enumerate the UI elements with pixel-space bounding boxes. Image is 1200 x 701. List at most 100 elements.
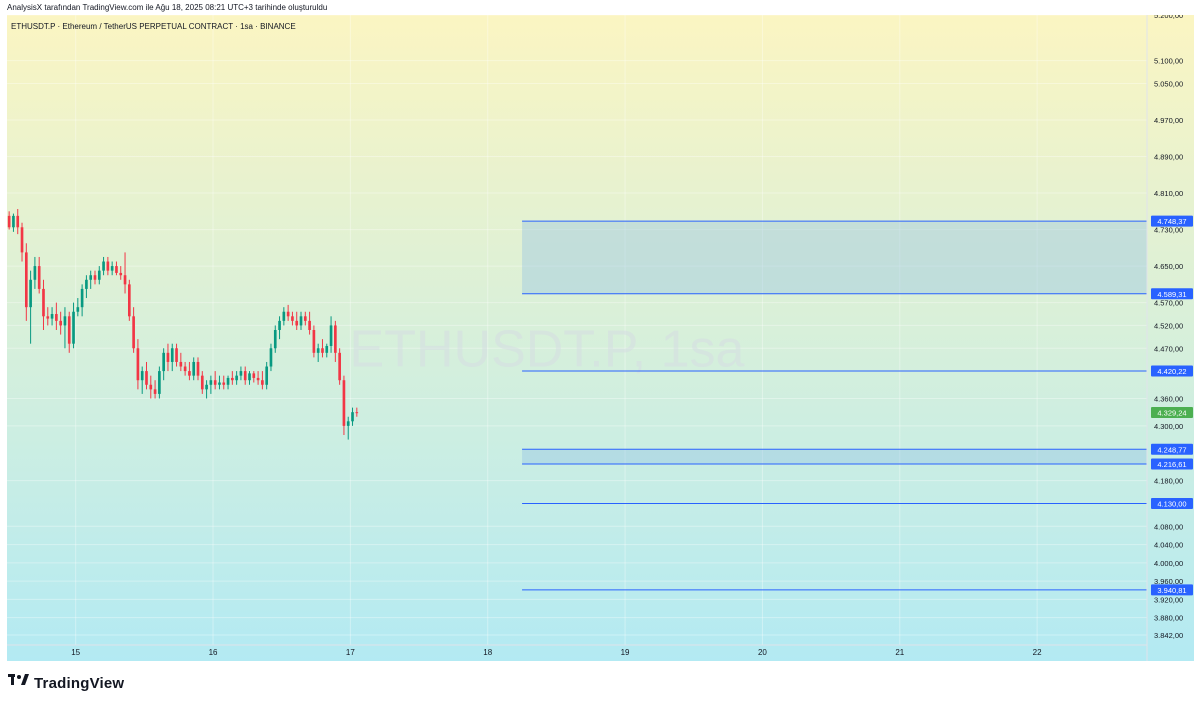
price-tick-label: 5.050,00	[1154, 79, 1183, 88]
candle-body[interactable]	[67, 316, 71, 344]
candle-body[interactable]	[76, 307, 80, 312]
candle-body[interactable]	[85, 279, 88, 289]
candle-body[interactable]	[291, 316, 294, 321]
candle-body[interactable]	[312, 330, 316, 353]
price-tick-label: 4.520,00	[1154, 321, 1183, 330]
candle-body[interactable]	[89, 275, 93, 280]
brand-name: TradingView	[34, 674, 125, 692]
price-tick-label: 4.040,00	[1154, 541, 1183, 550]
candle-body[interactable]	[231, 377, 234, 381]
time-tick-label: 19	[621, 648, 630, 657]
candle-body[interactable]	[321, 348, 324, 353]
candle-body[interactable]	[7, 215, 11, 228]
candle-body[interactable]	[127, 284, 131, 317]
symbol-watermark: ETHUSDT.P, 1sa	[350, 321, 745, 379]
candle-body[interactable]	[351, 412, 354, 422]
candle-body[interactable]	[342, 380, 346, 426]
candle-body[interactable]	[213, 380, 217, 385]
candle-body[interactable]	[209, 380, 213, 385]
price-tick-label: 4.890,00	[1154, 153, 1183, 162]
candle-body[interactable]	[355, 412, 359, 414]
candle-body[interactable]	[46, 316, 50, 319]
candle-body[interactable]	[239, 371, 243, 376]
current-price-label: 4.329,24	[1157, 409, 1186, 418]
candle-body[interactable]	[183, 366, 187, 372]
candle-body[interactable]	[188, 371, 191, 376]
candle-body[interactable]	[16, 215, 20, 228]
time-tick-label: 20	[758, 648, 767, 657]
candle-body[interactable]	[115, 266, 118, 273]
candle-body[interactable]	[20, 227, 24, 253]
candle-body[interactable]	[295, 320, 299, 326]
candle-body[interactable]	[106, 261, 110, 271]
candle-body[interactable]	[261, 380, 264, 385]
candle-body[interactable]	[243, 371, 247, 381]
candle-body[interactable]	[286, 311, 290, 317]
symbol-legend: ETHUSDT.P · Ethereum / TetherUS PERPETUA…	[11, 22, 296, 31]
candle-body[interactable]	[248, 373, 251, 381]
candle-body[interactable]	[123, 275, 127, 285]
candle-body[interactable]	[196, 361, 200, 376]
candle-body[interactable]	[265, 366, 269, 385]
time-tick-label: 18	[483, 648, 492, 657]
candle-body[interactable]	[175, 348, 178, 362]
candle-body[interactable]	[24, 252, 28, 308]
candle-body[interactable]	[329, 325, 333, 346]
candle-body[interactable]	[145, 371, 148, 385]
candle-body[interactable]	[269, 348, 273, 367]
candle-body[interactable]	[110, 266, 114, 271]
candle-body[interactable]	[192, 361, 196, 376]
candle-body[interactable]	[12, 215, 15, 228]
price-tick-label: 4.300,00	[1154, 422, 1183, 431]
candle-body[interactable]	[273, 330, 277, 349]
candle-body[interactable]	[282, 311, 286, 321]
candle-body[interactable]	[205, 384, 208, 390]
candle-body[interactable]	[316, 348, 320, 353]
candle-body[interactable]	[338, 352, 341, 381]
candle-body[interactable]	[59, 320, 62, 326]
price-tick-label: 3.960,00	[1154, 577, 1183, 586]
candle-body[interactable]	[334, 325, 337, 353]
level-price-label: 4.248,77	[1157, 445, 1186, 454]
candle-body[interactable]	[140, 371, 144, 381]
candle-body[interactable]	[29, 279, 32, 308]
candle-body[interactable]	[37, 266, 41, 289]
candle-body[interactable]	[132, 316, 135, 349]
candle-body[interactable]	[278, 320, 281, 330]
candle-body[interactable]	[33, 266, 37, 280]
candle-body[interactable]	[102, 261, 105, 271]
candle-body[interactable]	[346, 421, 350, 426]
candle-body[interactable]	[235, 375, 238, 381]
candle-body[interactable]	[256, 377, 260, 381]
candle-body[interactable]	[136, 348, 140, 381]
candle-body[interactable]	[226, 377, 230, 385]
candle-body[interactable]	[166, 352, 170, 362]
price-chart[interactable]: ETHUSDT.P, 1sa ETHUSDT.P · Ethereum / Tet…	[7, 15, 1194, 661]
candle-body[interactable]	[170, 348, 174, 362]
candle-body[interactable]	[55, 314, 58, 321]
candle-body[interactable]	[303, 316, 307, 321]
candle-body[interactable]	[252, 373, 256, 378]
candle-body[interactable]	[325, 345, 329, 353]
candle-body[interactable]	[308, 320, 311, 330]
chart-frame[interactable]: ETHUSDT.P, 1sa ETHUSDT.P · Ethereum / Tet…	[7, 15, 1194, 661]
candle-body[interactable]	[158, 371, 161, 394]
candle-body[interactable]	[42, 288, 45, 317]
level-price-label-bg	[1151, 497, 1193, 509]
candle-body[interactable]	[93, 275, 97, 280]
candle-body[interactable]	[162, 352, 165, 372]
candle-body[interactable]	[149, 384, 153, 390]
candle-body[interactable]	[299, 316, 303, 326]
candle-body[interactable]	[72, 311, 75, 344]
candle-body[interactable]	[97, 270, 101, 280]
candle-body[interactable]	[119, 272, 123, 276]
candle-body[interactable]	[50, 314, 54, 319]
candle-body[interactable]	[218, 382, 221, 385]
candle-body[interactable]	[153, 389, 157, 394]
candle-body[interactable]	[200, 375, 204, 390]
candle-body[interactable]	[80, 288, 84, 308]
candle-body[interactable]	[179, 361, 183, 367]
candle-body[interactable]	[222, 382, 226, 385]
candle-body[interactable]	[63, 316, 67, 326]
level-price-label: 4.589,31	[1157, 290, 1186, 299]
